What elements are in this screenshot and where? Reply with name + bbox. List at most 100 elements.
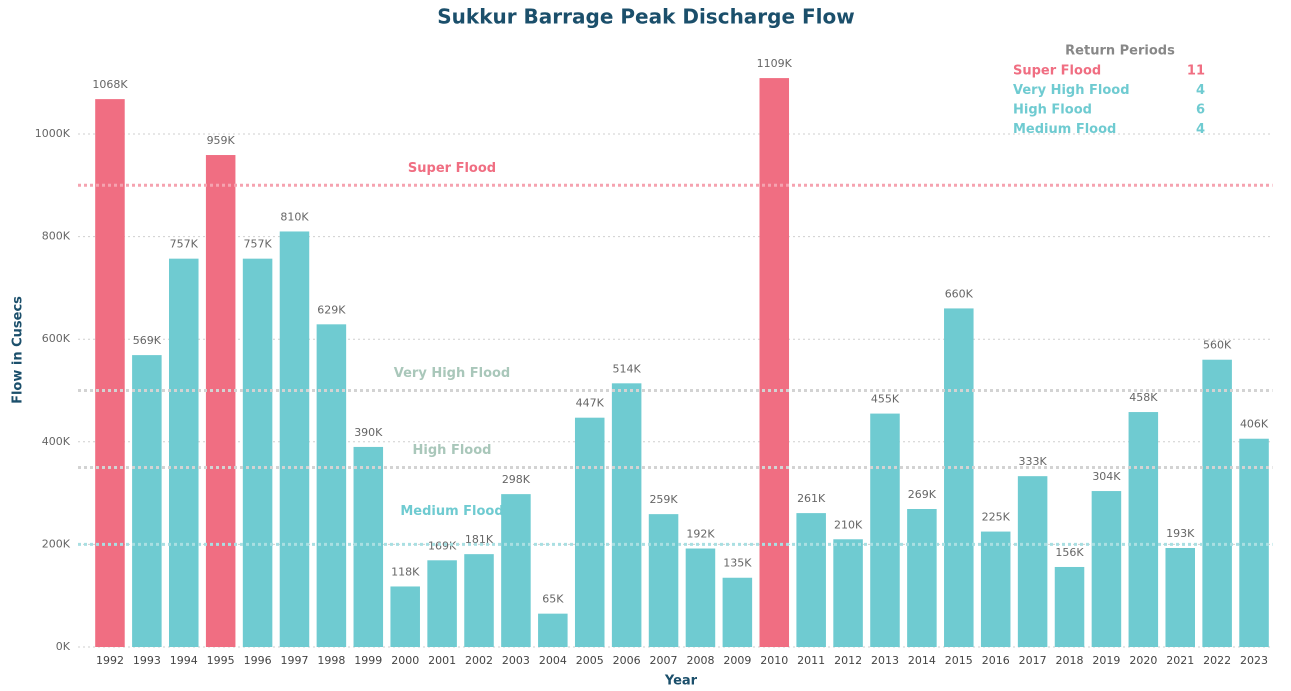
- reference-label: High Flood: [413, 443, 492, 458]
- data-label: 156K: [1055, 546, 1084, 559]
- x-tick-label: 1997: [280, 654, 308, 667]
- data-label: 210K: [834, 518, 863, 531]
- bar: [1054, 566, 1085, 647]
- data-label: 298K: [502, 473, 531, 486]
- x-tick-label: 2015: [945, 654, 973, 667]
- bar: [501, 494, 531, 647]
- data-label: 261K: [797, 492, 826, 505]
- bar: [611, 383, 642, 647]
- data-label: 225K: [982, 511, 1011, 524]
- x-tick-label: 2004: [539, 654, 567, 667]
- x-tick-label: 2016: [982, 654, 1010, 667]
- x-tick-label: 2013: [871, 654, 899, 667]
- y-axis-label: Flow in Cusecs: [11, 296, 26, 404]
- data-label: 390K: [354, 426, 383, 439]
- x-tick-label: 2018: [1056, 654, 1084, 667]
- x-tick-label: 1992: [96, 654, 124, 667]
- x-tick-label: 2011: [797, 654, 825, 667]
- bar: [538, 613, 568, 647]
- bar: [427, 560, 457, 647]
- bar: [1128, 412, 1159, 647]
- bar: [132, 355, 162, 647]
- data-label: 1109K: [757, 57, 793, 70]
- x-tick-label: 2017: [1019, 654, 1047, 667]
- x-tick-label: 2019: [1092, 654, 1120, 667]
- reference-label: Medium Flood: [400, 504, 503, 519]
- bar: [833, 539, 863, 647]
- bar: [279, 231, 310, 647]
- bar: [907, 509, 937, 647]
- legend-name: Medium Flood: [1013, 122, 1116, 137]
- bar: [796, 513, 826, 647]
- data-label: 810K: [280, 210, 309, 223]
- y-tick-label: 800K: [42, 230, 71, 243]
- data-label: 135K: [723, 557, 752, 570]
- bar: [722, 577, 753, 647]
- x-tick-label: 2022: [1203, 654, 1231, 667]
- bar: [316, 324, 347, 647]
- x-tick-label: 1994: [170, 654, 198, 667]
- data-label: 259K: [649, 493, 678, 506]
- x-tick-label: 1998: [317, 654, 345, 667]
- bar: [870, 413, 900, 647]
- reference-label: Very High Flood: [394, 366, 511, 381]
- legend-title: Return Periods: [1065, 44, 1175, 59]
- bar: [353, 446, 384, 647]
- data-label: 447K: [576, 397, 605, 410]
- bar: [390, 586, 420, 647]
- data-label: 757K: [170, 238, 199, 251]
- bar: [1239, 438, 1269, 647]
- x-tick-label: 2009: [723, 654, 751, 667]
- y-tick-label: 600K: [42, 332, 71, 345]
- data-label: 455K: [871, 393, 900, 406]
- x-axis-label: Year: [664, 674, 698, 689]
- data-label: 569K: [133, 334, 162, 347]
- bar: [648, 514, 679, 647]
- data-label: 1068K: [92, 78, 128, 91]
- chart-title: Sukkur Barrage Peak Discharge Flow: [437, 5, 855, 29]
- x-tick-label: 2005: [576, 654, 604, 667]
- x-tick-label: 2012: [834, 654, 862, 667]
- bar: [759, 78, 790, 647]
- bar: [242, 258, 273, 647]
- x-tick-label: 2014: [908, 654, 936, 667]
- data-label: 629K: [317, 303, 346, 316]
- x-tick-label: 2006: [613, 654, 641, 667]
- data-label: 181K: [465, 533, 494, 546]
- legend-count: 4: [1196, 83, 1205, 98]
- bar: [685, 548, 716, 647]
- bar: [1017, 476, 1048, 647]
- x-tick-label: 2023: [1240, 654, 1268, 667]
- bar: [464, 554, 494, 647]
- x-tick-label: 2008: [686, 654, 714, 667]
- bar: [574, 417, 605, 647]
- data-label: 757K: [243, 238, 272, 251]
- data-label: 560K: [1203, 339, 1232, 352]
- x-tick-label: 2020: [1129, 654, 1157, 667]
- bar: [205, 155, 236, 647]
- data-label: 959K: [207, 134, 236, 147]
- bar: [1165, 547, 1195, 647]
- x-tick-label: 2010: [760, 654, 788, 667]
- data-label: 660K: [945, 287, 974, 300]
- x-tick-label: 1993: [133, 654, 161, 667]
- data-label: 118K: [391, 565, 420, 578]
- data-label: 304K: [1092, 470, 1121, 483]
- legend-count: 6: [1196, 103, 1205, 118]
- y-tick-label: 1000K: [35, 127, 71, 140]
- x-tick-label: 1995: [207, 654, 235, 667]
- legend-count: 4: [1196, 122, 1205, 137]
- data-label: 514K: [613, 362, 642, 375]
- x-tick-label: 2021: [1166, 654, 1194, 667]
- legend-name: Very High Flood: [1013, 83, 1130, 98]
- data-label: 169K: [428, 539, 457, 552]
- data-label: 192K: [686, 528, 715, 541]
- bar: [169, 258, 199, 647]
- x-tick-label: 2003: [502, 654, 530, 667]
- x-tick-label: 1999: [354, 654, 382, 667]
- x-tick-label: 2000: [391, 654, 419, 667]
- bar: [95, 99, 125, 648]
- legend-count: 11: [1187, 64, 1205, 79]
- data-label: 406K: [1240, 418, 1269, 431]
